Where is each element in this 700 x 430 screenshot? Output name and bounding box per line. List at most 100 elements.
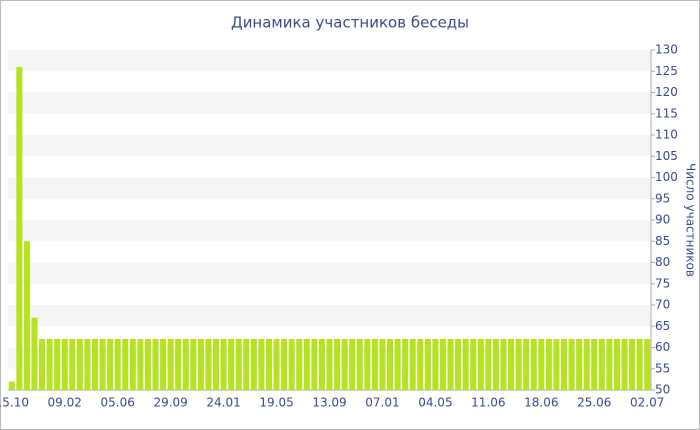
bar <box>424 339 431 390</box>
bar <box>492 339 499 390</box>
x-tick-label: 02.07 <box>630 396 664 410</box>
y-tick-label: 55 <box>655 361 670 375</box>
bar <box>167 339 174 390</box>
bar <box>432 339 439 390</box>
bar <box>296 339 303 390</box>
bar <box>228 339 235 390</box>
bar <box>250 339 257 390</box>
grid-band <box>8 220 651 242</box>
y-tick-label: 60 <box>655 340 670 354</box>
bar <box>334 339 341 390</box>
bar <box>341 339 348 390</box>
bar <box>273 339 280 390</box>
bar <box>387 339 394 390</box>
x-tick-label: 09.02 <box>48 396 82 410</box>
bar <box>394 339 401 390</box>
bar <box>182 339 189 390</box>
grid-band <box>8 262 651 284</box>
bar <box>91 339 98 390</box>
bar <box>160 339 167 390</box>
bar <box>54 339 61 390</box>
y-tick-label: 130 <box>655 43 678 57</box>
bar <box>561 339 568 390</box>
bar <box>356 339 363 390</box>
bar <box>591 339 598 390</box>
bar <box>621 339 628 390</box>
x-tick-label: 04.05 <box>418 396 452 410</box>
bar <box>371 339 378 390</box>
bar <box>530 339 537 390</box>
bar <box>576 339 583 390</box>
x-tick-label: 25.06 <box>577 396 611 410</box>
y-tick-label: 85 <box>655 234 670 248</box>
x-tick-label: 19.05 <box>259 396 293 410</box>
bar <box>311 339 318 390</box>
bar <box>500 339 507 390</box>
bar <box>175 339 182 390</box>
bar <box>644 339 651 390</box>
y-tick-label: 100 <box>655 170 678 184</box>
y-tick-label: 75 <box>655 276 670 290</box>
bar <box>99 339 106 390</box>
bar <box>197 339 204 390</box>
bar <box>129 339 136 390</box>
grid-band <box>8 305 651 327</box>
bar <box>122 339 129 390</box>
bar <box>84 339 91 390</box>
bar <box>538 339 545 390</box>
bar <box>39 339 46 390</box>
x-tick-label: 15.10 <box>0 396 29 410</box>
bar <box>288 339 295 390</box>
y-tick-label: 95 <box>655 191 670 205</box>
bar <box>137 339 144 390</box>
bar <box>508 339 515 390</box>
grid-band <box>8 50 651 72</box>
bar <box>447 339 454 390</box>
bar <box>69 339 76 390</box>
y-tick-label: 115 <box>655 106 678 120</box>
bar <box>439 339 446 390</box>
bar <box>16 67 23 390</box>
bar <box>205 339 212 390</box>
y-axis-title: Число участников <box>684 163 698 277</box>
bar <box>8 381 15 390</box>
grid-band <box>8 135 651 157</box>
bar <box>326 339 333 390</box>
bar <box>545 339 552 390</box>
bar <box>23 241 30 390</box>
bar <box>409 339 416 390</box>
grid-band <box>8 177 651 199</box>
y-tick-label: 70 <box>655 298 670 312</box>
bar <box>281 339 288 390</box>
x-tick-label: 18.06 <box>524 396 558 410</box>
bar <box>364 339 371 390</box>
bar <box>76 339 83 390</box>
y-tick-label: 105 <box>655 149 678 163</box>
bar <box>636 339 643 390</box>
x-tick-label: 07.01 <box>365 396 399 410</box>
bar <box>213 339 220 390</box>
chart-title: Динамика участников беседы <box>231 14 469 32</box>
bar <box>318 339 325 390</box>
bar <box>523 339 530 390</box>
bar <box>265 339 272 390</box>
x-tick-label: 11.06 <box>471 396 505 410</box>
bar <box>220 339 227 390</box>
bar <box>114 339 121 390</box>
bar <box>349 339 356 390</box>
bar <box>477 339 484 390</box>
y-tick-label: 50 <box>655 383 670 397</box>
bar <box>598 339 605 390</box>
y-tick-label: 90 <box>655 213 670 227</box>
y-tick-label: 120 <box>655 85 678 99</box>
y-tick-label: 125 <box>655 64 678 78</box>
bar <box>485 339 492 390</box>
bar <box>144 339 151 390</box>
x-tick-label: 13.09 <box>312 396 346 410</box>
bar <box>553 339 560 390</box>
bar <box>152 339 159 390</box>
bar <box>402 339 409 390</box>
bar <box>613 339 620 390</box>
bar <box>455 339 462 390</box>
